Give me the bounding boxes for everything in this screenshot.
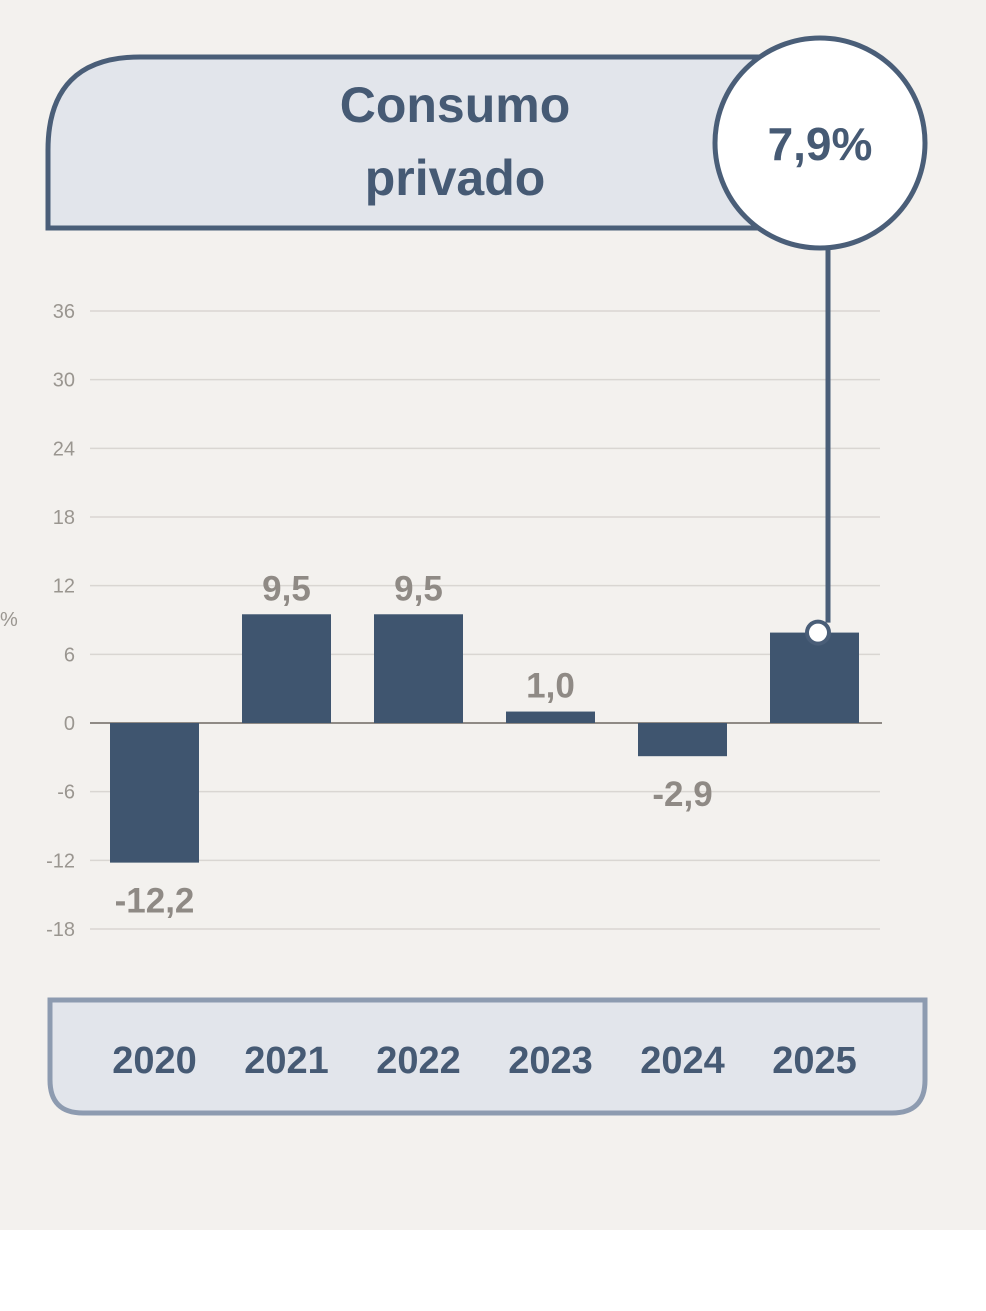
- title-panel: [45, 54, 783, 231]
- bar-2024: [638, 723, 727, 757]
- bar-2021: [242, 614, 331, 723]
- y-tick-label: 12: [53, 576, 75, 598]
- highlight-circle: [712, 35, 928, 251]
- data-label-2022: 9,5: [394, 569, 443, 608]
- data-label-2021: 9,5: [262, 569, 311, 608]
- y-tick-label: 6: [64, 644, 75, 666]
- x-tick-label: 2024: [640, 1040, 725, 1082]
- y-tick-label: -6: [57, 782, 75, 804]
- x-axis-panel: [47, 997, 928, 1116]
- data-label-2023: 1,0: [526, 667, 575, 706]
- bar-2022: [374, 614, 463, 723]
- y-tick-label: 18: [53, 507, 75, 529]
- bar-2020: [110, 723, 199, 863]
- highlight-value: 7,9%: [768, 118, 873, 170]
- y-tick-label: 24: [53, 438, 75, 460]
- bar-2023: [506, 711, 595, 723]
- y-tick-label: 30: [53, 370, 75, 392]
- data-label-2020: -12,2: [115, 882, 195, 921]
- y-tick-label: 0: [64, 713, 75, 735]
- y-tick-label: -12: [46, 850, 75, 872]
- y-tick-label: 36: [53, 301, 75, 323]
- chart-title-line-1: Consumo: [340, 77, 571, 133]
- bar-2025: [770, 632, 859, 723]
- chart-title-line-2: privado: [365, 150, 546, 206]
- data-label-2024: -2,9: [652, 775, 712, 814]
- y-tick-label: -18: [46, 919, 75, 941]
- x-tick-label: 2020: [112, 1040, 197, 1082]
- y-axis-label: %: [0, 609, 18, 631]
- highlight-marker: [805, 619, 831, 646]
- x-tick-label: 2022: [376, 1040, 461, 1082]
- x-tick-label: 2025: [772, 1040, 857, 1082]
- x-tick-label: 2023: [508, 1040, 593, 1082]
- x-tick-label: 2021: [244, 1040, 329, 1082]
